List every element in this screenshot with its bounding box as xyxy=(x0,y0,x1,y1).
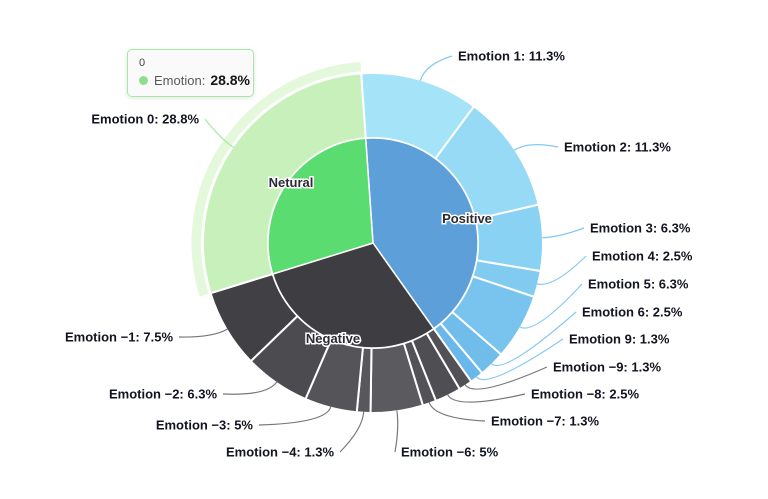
slice-label-emotion-0: Emotion 0: 28.8% xyxy=(91,112,199,127)
leader-line-emotion-4 xyxy=(536,255,587,285)
sector-netural[interactable] xyxy=(267,137,374,275)
leader-line-emotion-minus8 xyxy=(447,393,526,403)
leader-line-emotion-0 xyxy=(204,118,234,148)
leader-line-emotion-minus9 xyxy=(464,366,548,390)
slice-label-emotion-minus8: Emotion −8: 2.5% xyxy=(531,387,639,402)
leader-line-emotion-1 xyxy=(419,55,453,81)
sector-positive[interactable] xyxy=(364,137,479,330)
tooltip-marker-dot xyxy=(139,75,148,85)
slice-label-emotion-9: Emotion 9: 1.3% xyxy=(569,332,670,347)
slice-label-emotion-minus2: Emotion −2: 6.3% xyxy=(109,387,217,402)
leader-line-emotion-minus4 xyxy=(339,411,365,453)
group-label-netural: Netural xyxy=(269,175,314,190)
tooltip: 0 Emotion: 28.8% xyxy=(127,49,254,97)
leader-line-emotion-minus3 xyxy=(258,406,332,426)
slice-label-emotion-minus7: Emotion −7: 1.3% xyxy=(491,414,599,429)
slice-label-emotion-3: Emotion 3: 6.3% xyxy=(590,221,691,236)
leader-line-emotion-5 xyxy=(519,283,583,329)
leader-line-emotion-minus2 xyxy=(222,381,278,395)
leader-line-emotion-minus7 xyxy=(428,402,486,422)
leader-line-emotion-9 xyxy=(475,338,564,381)
tooltip-value: 28.8% xyxy=(210,72,251,88)
slice-label-emotion-minus4: Emotion −4: 1.3% xyxy=(226,445,334,460)
slice-label-emotion-4: Emotion 4: 2.5% xyxy=(592,249,693,264)
leader-line-emotion-minus6 xyxy=(394,410,399,453)
slice-label-emotion-1: Emotion 1: 11.3% xyxy=(458,49,565,64)
slice-label-emotion-5: Emotion 5: 6.3% xyxy=(588,277,689,292)
tooltip-row: Emotion: 28.8% xyxy=(139,72,250,88)
slice-label-emotion-2: Emotion 2: 11.3% xyxy=(564,140,671,155)
sector-negative[interactable] xyxy=(271,242,435,349)
slice-label-emotion-minus6: Emotion −6: 5% xyxy=(401,445,499,460)
group-label-positive: Positive xyxy=(442,211,492,226)
slice-label-emotion-minus9: Emotion −9: 1.3% xyxy=(553,360,661,375)
leader-line-emotion-3 xyxy=(541,227,585,239)
group-label-negative: Negative xyxy=(306,331,360,346)
leader-line-emotion-6 xyxy=(490,311,577,367)
slice-label-emotion-6: Emotion 6: 2.5% xyxy=(582,305,683,320)
tooltip-series-name: 0 xyxy=(139,57,146,69)
tooltip-label: Emotion: xyxy=(154,72,206,88)
slice-label-emotion-minus3: Emotion −3: 5% xyxy=(156,418,254,433)
leader-line-emotion-minus1 xyxy=(178,328,228,338)
leader-line-emotion-2 xyxy=(513,144,559,151)
slice-label-emotion-minus1: Emotion −1: 7.5% xyxy=(65,330,173,345)
